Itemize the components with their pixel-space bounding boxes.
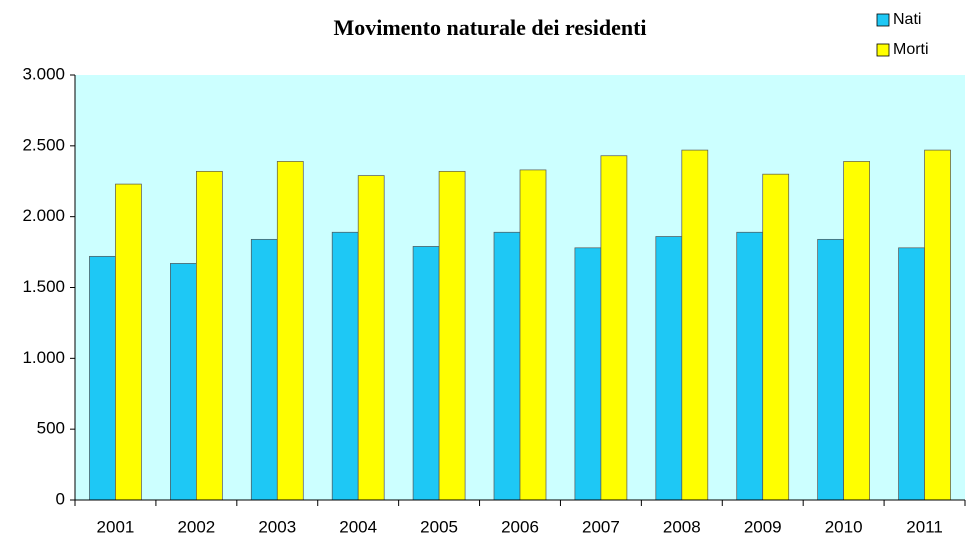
- bar: [574, 247, 602, 501]
- bar: [762, 173, 790, 501]
- x-tick-label: 2005: [420, 517, 458, 536]
- x-tick-label: 2008: [663, 517, 701, 536]
- bar: [681, 149, 709, 501]
- x-tick-label: 2007: [582, 517, 620, 536]
- bar: [519, 169, 547, 501]
- y-tick-label: 2.000: [22, 206, 65, 225]
- bar: [817, 238, 844, 501]
- bar: [412, 246, 440, 501]
- bar: [843, 161, 870, 501]
- x-tick-label: 2010: [825, 517, 863, 536]
- bar: [89, 255, 116, 501]
- x-tick-label: 2001: [97, 517, 135, 536]
- y-tick-label: 500: [37, 419, 65, 438]
- bar: [438, 170, 466, 501]
- y-tick-label: 3.000: [22, 64, 65, 83]
- legend-label: Morti: [893, 41, 929, 58]
- x-tick-label: 2004: [339, 517, 377, 536]
- bar: [655, 236, 683, 501]
- bar: [898, 247, 925, 501]
- legend-label: Nati: [893, 11, 921, 28]
- x-tick-label: 2002: [177, 517, 215, 536]
- bar: [276, 161, 304, 501]
- y-tick-label: 1.500: [22, 277, 65, 296]
- bar: [331, 231, 359, 501]
- x-tick-label: 2011: [906, 517, 943, 536]
- x-tick-label: 2006: [501, 517, 539, 536]
- legend-swatch: [876, 13, 890, 27]
- bar: [736, 231, 764, 501]
- x-tick-label: 2009: [744, 517, 782, 536]
- bar: [600, 155, 628, 501]
- bar: [250, 238, 278, 501]
- bar: [493, 231, 521, 501]
- y-tick-label: 2.500: [22, 135, 65, 154]
- y-tick-label: 1.000: [22, 348, 65, 367]
- bar: [115, 183, 142, 501]
- bar: [924, 149, 951, 501]
- x-tick-label: 2003: [258, 517, 296, 536]
- y-tick-label: 0: [56, 489, 65, 508]
- bar: [357, 175, 385, 501]
- bar: [196, 170, 223, 501]
- legend-swatch: [876, 43, 890, 57]
- bar: [170, 263, 197, 501]
- chart-title: Movimento naturale dei residenti: [333, 15, 646, 40]
